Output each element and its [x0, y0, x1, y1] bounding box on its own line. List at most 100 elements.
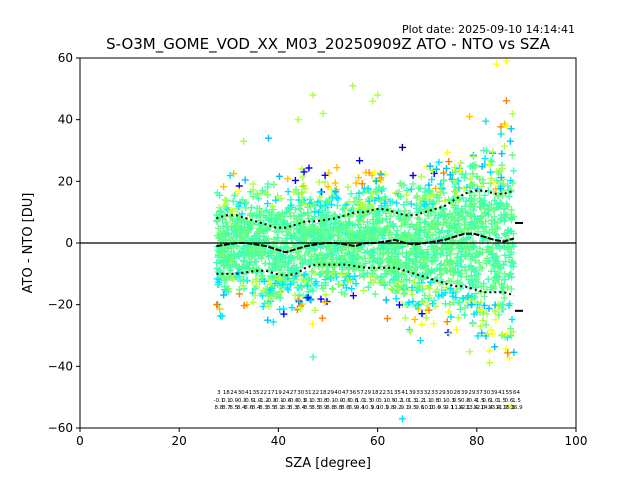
scatter-point	[485, 247, 493, 255]
annotation-value: 28	[453, 390, 460, 396]
annotation-value: 41	[245, 390, 252, 396]
scatter-point	[362, 169, 370, 177]
scatter-point	[282, 208, 290, 216]
scatter-point	[251, 285, 259, 293]
scatter-point	[491, 225, 499, 233]
y-tick-label: 40	[58, 113, 73, 127]
scatter-point	[304, 288, 312, 296]
scatter-point	[458, 281, 466, 289]
y-tick-label: 0	[65, 236, 73, 250]
scatter-point	[482, 321, 490, 329]
scatter-point	[280, 217, 288, 225]
scatter-point	[480, 208, 488, 216]
scatter-point	[495, 269, 503, 277]
scatter-point	[436, 261, 444, 269]
scatter-point	[429, 258, 437, 266]
scatter-point	[490, 229, 498, 237]
scatter-point	[309, 287, 317, 295]
scatter-point	[469, 206, 477, 214]
scatter-point	[429, 300, 437, 308]
scatter-point	[255, 205, 263, 213]
scatter-point	[321, 298, 329, 306]
scatter-point	[459, 294, 467, 302]
scatter-point	[472, 289, 480, 297]
scatter-point	[505, 253, 513, 261]
annotation-value: 18	[320, 390, 327, 396]
annotation-value: 32	[424, 390, 431, 396]
annotation-value: 8.4	[296, 405, 305, 411]
scatter-point	[398, 249, 406, 257]
annotation-value: 55	[506, 390, 513, 396]
scatter-point	[362, 238, 370, 246]
y-tick-label: −20	[48, 298, 73, 312]
scatter-point	[355, 189, 363, 197]
scatter-point	[479, 176, 487, 184]
scatter-point	[330, 232, 338, 240]
annotation-value: 8.6	[341, 405, 350, 411]
scatter-point	[265, 302, 273, 310]
scatter-point	[469, 320, 477, 328]
annotation-value: 9.8	[386, 405, 395, 411]
scatter-point	[465, 263, 473, 271]
annotation-value: 13.4	[466, 405, 479, 411]
annotation-value: 18	[223, 390, 230, 396]
scatter-point	[488, 244, 496, 252]
scatter-point	[416, 196, 424, 204]
scatter-point	[356, 196, 364, 204]
annotation-value: 39	[461, 390, 468, 396]
scatter-point	[445, 329, 453, 337]
scatter-point	[493, 60, 501, 68]
scatter-point	[386, 278, 394, 286]
scatter-point	[228, 226, 236, 234]
scatter-point	[372, 177, 380, 185]
scatter-point	[352, 280, 360, 288]
scatter-point	[407, 200, 415, 208]
scatter-point	[321, 171, 329, 179]
annotation-value: 1.3	[363, 398, 372, 404]
scatter-point	[422, 314, 430, 322]
annotation-value: -0.8	[459, 398, 470, 404]
scatter-point	[324, 212, 332, 220]
scatter-point	[443, 318, 451, 326]
annotation-value: -0.5	[385, 398, 396, 404]
scatter-point	[452, 259, 460, 267]
scatter-point	[406, 276, 414, 284]
scatter-point	[317, 295, 325, 303]
scatter-point	[382, 224, 390, 232]
scatter-point	[443, 148, 451, 156]
annotation-value: 30	[483, 390, 490, 396]
scatter-point	[323, 250, 331, 258]
scatter-point	[465, 203, 473, 211]
annotation-value: 36	[349, 390, 356, 396]
scatter-point	[493, 177, 501, 185]
scatter-point	[295, 226, 303, 234]
scatter-point	[380, 281, 388, 289]
y-tick-label: −60	[48, 421, 73, 435]
scatter-point	[291, 176, 299, 184]
scatter-point	[403, 191, 411, 199]
scatter-point	[400, 201, 408, 209]
annotation-value: 11.9	[495, 405, 508, 411]
annotation-value: 10.1	[362, 405, 374, 411]
scatter-point	[348, 285, 356, 293]
scatter-point	[505, 301, 513, 309]
scatter-point	[508, 206, 516, 214]
scatter-point	[430, 169, 438, 177]
scatter-point	[424, 193, 432, 201]
scatter-point	[415, 215, 423, 223]
scatter-point	[455, 212, 463, 220]
scatter-point	[497, 130, 505, 138]
scatter-point	[224, 288, 232, 296]
annotation-value: 13.4	[488, 405, 501, 411]
scatter-point	[216, 305, 224, 313]
annotation-value: 0.3	[311, 398, 320, 404]
scatter-point	[417, 200, 425, 208]
annotation-value: 8.8	[334, 405, 343, 411]
annotation-value: 47	[342, 390, 349, 396]
scatter-point	[507, 258, 515, 266]
scatter-point	[406, 327, 414, 335]
scatter-point	[265, 216, 273, 224]
scatter-point	[473, 185, 481, 193]
scatter-point	[384, 248, 392, 256]
scatter-point	[503, 58, 511, 65]
